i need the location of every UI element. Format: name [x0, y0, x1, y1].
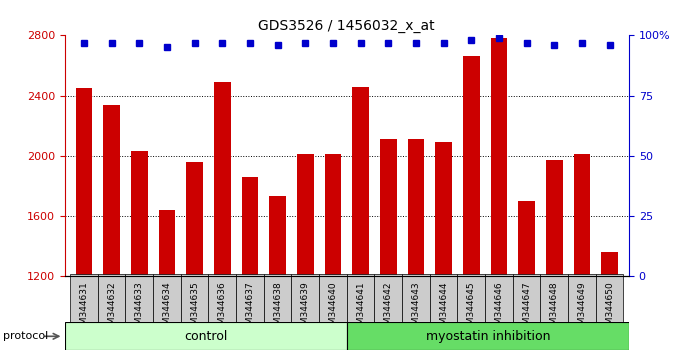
Bar — [347, 322, 629, 350]
Bar — [380, 139, 396, 276]
Text: GSM344648: GSM344648 — [550, 281, 559, 336]
Text: GSM344632: GSM344632 — [107, 281, 116, 336]
Text: GSM344635: GSM344635 — [190, 281, 199, 336]
Text: GSM344645: GSM344645 — [466, 281, 476, 336]
Text: GSM344640: GSM344640 — [328, 281, 337, 336]
Bar — [458, 274, 485, 322]
Bar — [209, 274, 236, 322]
Bar — [463, 56, 479, 276]
Bar — [491, 38, 507, 276]
Text: GSM344643: GSM344643 — [411, 281, 420, 336]
Bar — [186, 162, 203, 276]
Bar — [181, 274, 209, 322]
Bar — [236, 274, 264, 322]
Bar — [574, 154, 590, 276]
Bar — [153, 274, 181, 322]
Bar — [98, 274, 126, 322]
Bar — [241, 177, 258, 276]
Bar — [430, 274, 458, 322]
Bar — [65, 322, 347, 350]
Bar — [131, 151, 148, 276]
Text: GSM344647: GSM344647 — [522, 281, 531, 336]
Bar — [158, 210, 175, 276]
Bar — [408, 139, 424, 276]
Text: protocol: protocol — [3, 331, 49, 341]
Bar — [324, 154, 341, 276]
Bar — [601, 252, 618, 276]
Text: control: control — [184, 330, 227, 343]
Bar — [513, 274, 541, 322]
Text: GSM344649: GSM344649 — [577, 281, 586, 336]
Bar — [269, 196, 286, 276]
Bar — [214, 82, 231, 276]
Text: GSM344641: GSM344641 — [356, 281, 365, 336]
Bar — [518, 201, 535, 276]
Bar — [435, 142, 452, 276]
Bar — [347, 274, 375, 322]
Bar — [485, 274, 513, 322]
Text: GSM344642: GSM344642 — [384, 281, 393, 336]
Title: GDS3526 / 1456032_x_at: GDS3526 / 1456032_x_at — [258, 19, 435, 33]
Bar — [75, 88, 92, 276]
Text: GSM344638: GSM344638 — [273, 281, 282, 336]
Text: GSM344636: GSM344636 — [218, 281, 227, 336]
Bar — [297, 154, 313, 276]
Text: GSM344650: GSM344650 — [605, 281, 614, 336]
Text: GSM344646: GSM344646 — [494, 281, 503, 336]
Bar — [126, 274, 153, 322]
Text: GSM344633: GSM344633 — [135, 281, 143, 336]
Bar — [596, 274, 624, 322]
Bar — [375, 274, 402, 322]
Bar — [264, 274, 292, 322]
Text: GSM344639: GSM344639 — [301, 281, 310, 336]
Bar — [352, 86, 369, 276]
Bar — [402, 274, 430, 322]
Text: GSM344634: GSM344634 — [163, 281, 171, 336]
Bar — [70, 274, 98, 322]
Text: GSM344637: GSM344637 — [245, 281, 254, 336]
Bar — [103, 104, 120, 276]
Bar — [546, 160, 562, 276]
Text: GSM344644: GSM344644 — [439, 281, 448, 336]
Bar — [292, 274, 319, 322]
Text: myostatin inhibition: myostatin inhibition — [426, 330, 550, 343]
Text: GSM344631: GSM344631 — [80, 281, 88, 336]
Bar — [541, 274, 568, 322]
Bar — [319, 274, 347, 322]
Bar — [568, 274, 596, 322]
